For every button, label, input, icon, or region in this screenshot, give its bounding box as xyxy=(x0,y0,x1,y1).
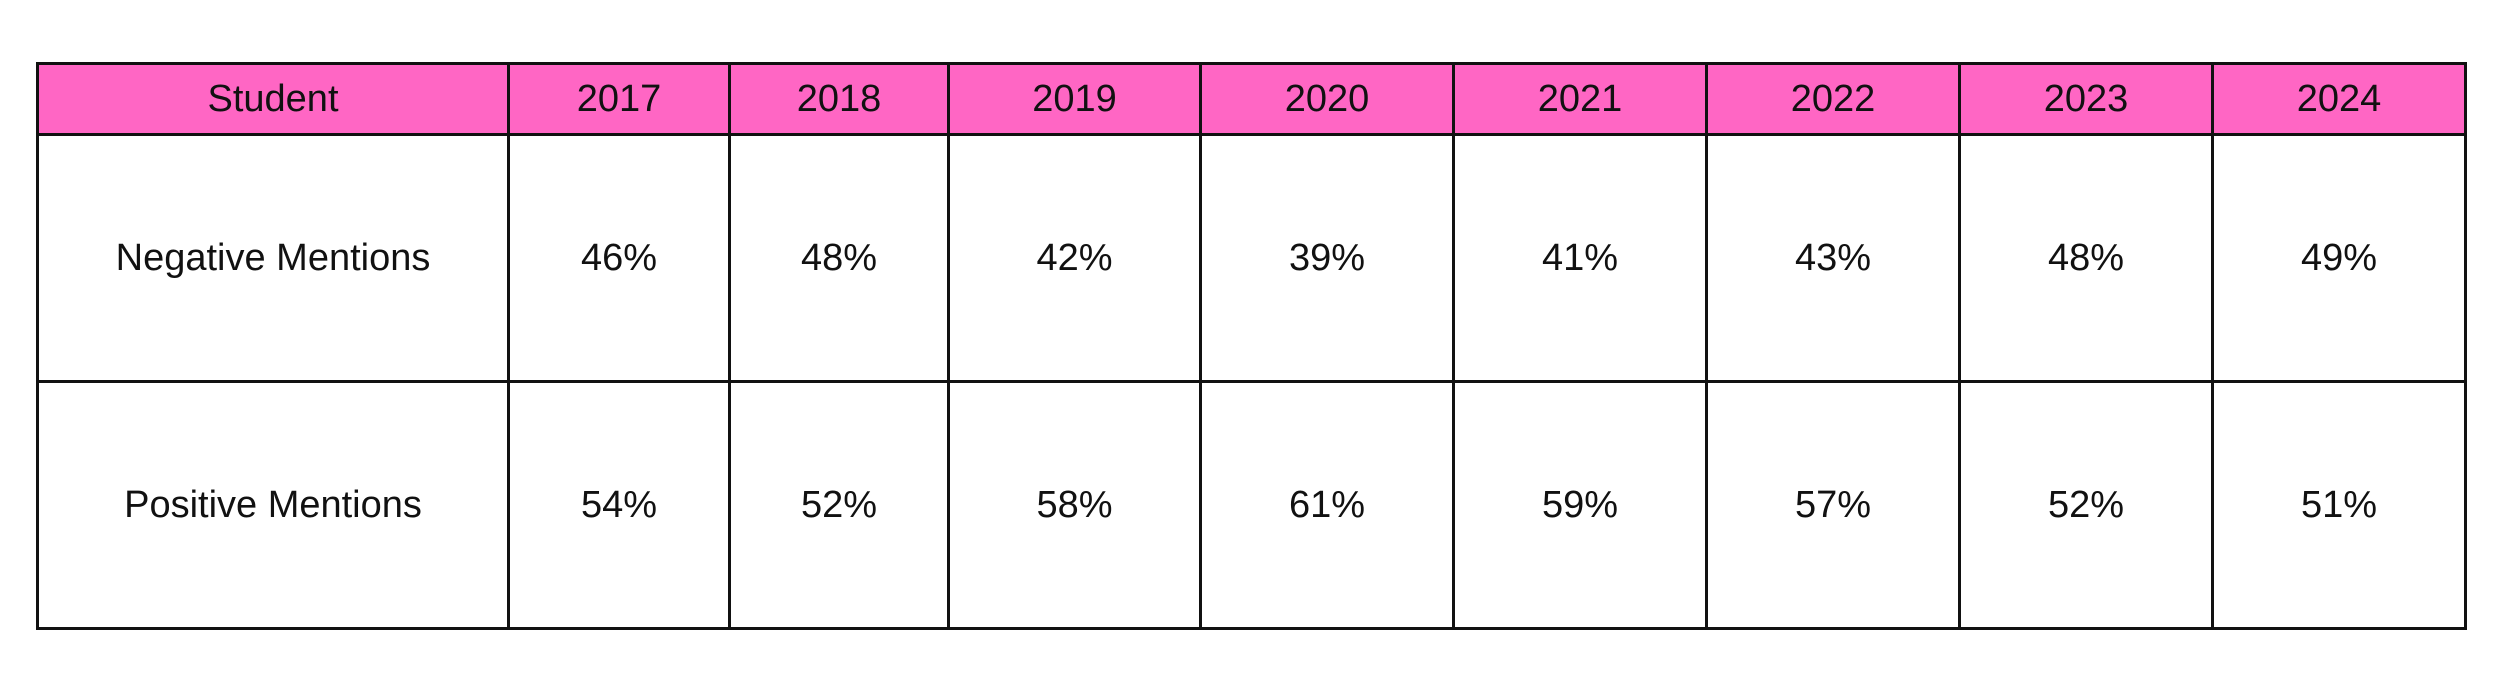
table-row: Negative Mentions 46% 48% 42% 39% 41% 43% 48% 49… xyxy=(36,133,2467,383)
table-cell: 43% xyxy=(1705,133,1961,383)
column-header: 2024 xyxy=(2211,62,2467,136)
header-row: Student 2017 2018 2019 2020 2021 2022 2023 2024 xyxy=(36,62,2467,136)
row-label: Positive Mentions xyxy=(36,380,510,630)
column-header: Student xyxy=(36,62,510,136)
column-header: 2022 xyxy=(1705,62,1961,136)
table-cell: 39% xyxy=(1199,133,1455,383)
table-cell: 59% xyxy=(1452,380,1708,630)
data-table: Student 2017 2018 2019 2020 2021 2022 2023 2024 … xyxy=(36,62,2467,630)
column-header: 2023 xyxy=(1958,62,2214,136)
row-label: Negative Mentions xyxy=(36,133,510,383)
table-cell: 48% xyxy=(728,133,950,383)
column-header: 2019 xyxy=(947,62,1202,136)
table-row: Positive Mentions 54% 52% 58% 61% 59% 57% 52% 51… xyxy=(36,380,2467,630)
table-cell: 61% xyxy=(1199,380,1455,630)
table-cell: 48% xyxy=(1958,133,2214,383)
table-cell: 58% xyxy=(947,380,1202,630)
table-cell: 54% xyxy=(507,380,731,630)
table-cell: 52% xyxy=(728,380,950,630)
column-header: 2017 xyxy=(507,62,731,136)
table-cell: 41% xyxy=(1452,133,1708,383)
table-header: Student 2017 2018 2019 2020 2021 2022 2023 2024 xyxy=(36,62,2467,136)
column-header: 2018 xyxy=(728,62,950,136)
table-body: Negative Mentions 46% 48% 42% 39% 41% 43% 48% 49… xyxy=(36,133,2467,630)
table-cell: 52% xyxy=(1958,380,2214,630)
table-cell: 46% xyxy=(507,133,731,383)
column-header: 2021 xyxy=(1452,62,1708,136)
data-table-container: Student 2017 2018 2019 2020 2021 2022 2023 2024 … xyxy=(36,62,2467,630)
table-cell: 49% xyxy=(2211,133,2467,383)
table-cell: 57% xyxy=(1705,380,1961,630)
column-header: 2020 xyxy=(1199,62,1455,136)
table-cell: 51% xyxy=(2211,380,2467,630)
table-cell: 42% xyxy=(947,133,1202,383)
